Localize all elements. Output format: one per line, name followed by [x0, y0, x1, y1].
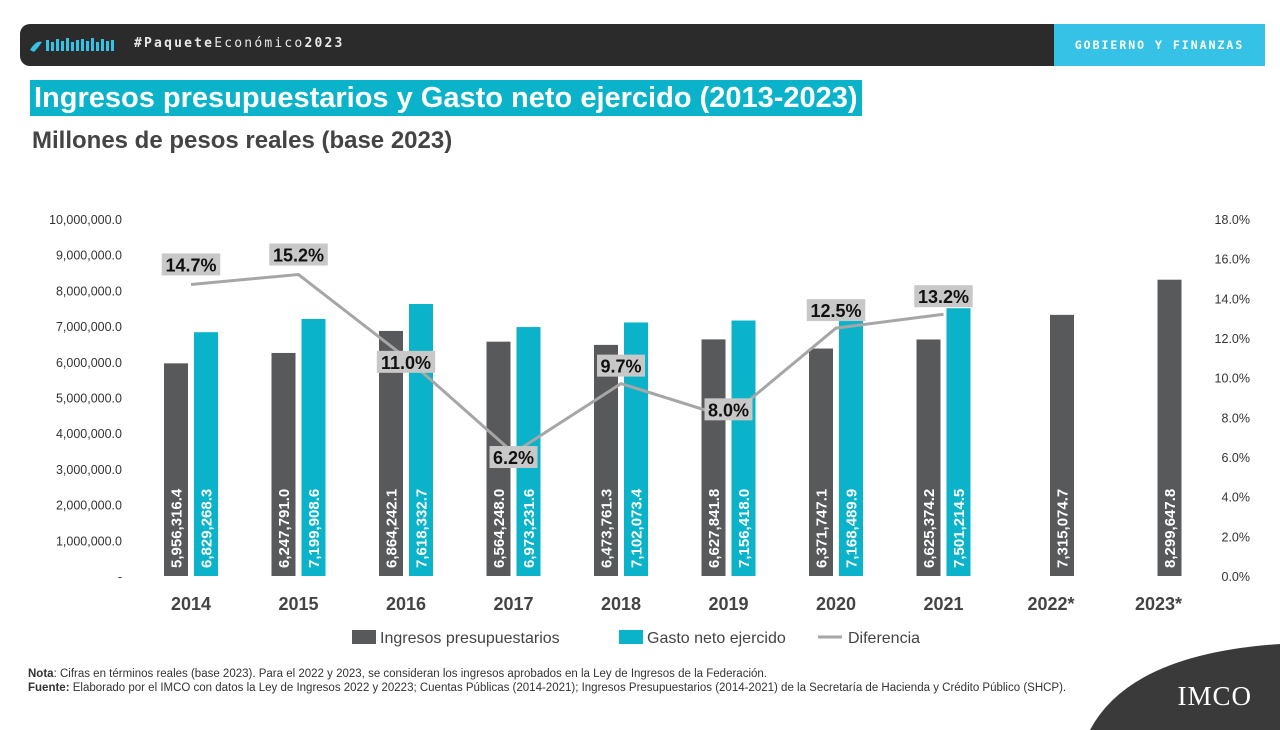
diferencia-label: 11.0% — [381, 353, 431, 373]
diferencia-label-bg — [489, 446, 538, 469]
hashtag: #PaqueteEconómico2023 — [134, 36, 345, 51]
bar-gasto-label: 6,973,231.6 — [521, 489, 538, 568]
section-tag: GOBIERNO Y FINANZAS — [1054, 24, 1265, 66]
diferencia-label: 14.7% — [165, 255, 216, 275]
right-axis-tick-label: 18.0% — [1215, 213, 1250, 227]
source-line: Fuente: Elaborado por el IMCO con datos … — [28, 682, 1067, 694]
bar-gasto-label: 7,168,489.9 — [844, 489, 861, 568]
diferencia-label-bg — [704, 398, 753, 421]
diferencia-label-bg — [806, 299, 866, 322]
left-axis-tick-label: 5,000,000.0 — [56, 392, 122, 406]
diferencia-label-bg — [914, 285, 973, 308]
diferencia-label-bg — [597, 354, 645, 377]
diferencia-label-bg — [376, 350, 436, 373]
diferencia-label: 6.2% — [493, 448, 534, 468]
category-label: 2023* — [1135, 594, 1182, 614]
bar-ingresos — [1050, 314, 1074, 576]
note-line: Nota: Cifras en términos reales (base 20… — [28, 668, 767, 680]
bar-ingresos — [809, 348, 833, 576]
category-label: 2022* — [1027, 594, 1074, 614]
bar-gasto-label: 7,156,418.0 — [736, 489, 753, 568]
legend-label-diferencia: Diferencia — [848, 630, 920, 647]
right-axis-tick-label: 16.0% — [1215, 253, 1250, 267]
bar-ingresos-label: 8,299,647.8 — [1162, 489, 1179, 568]
bar-gasto-label: 7,501,214.5 — [951, 489, 968, 568]
imco-logo: IMCO — [1177, 681, 1252, 711]
right-axis-tick-label: 14.0% — [1215, 292, 1250, 306]
top-bar: #PaqueteEconómico2023 GOBIERNO Y FINANZA… — [20, 24, 1265, 66]
left-axis-tick-label: 2,000,000.0 — [56, 499, 122, 513]
category-label: 2014 — [171, 594, 211, 614]
right-axis-tick-label: 8.0% — [1222, 411, 1251, 425]
bar-ingresos-label: 6,247,791.0 — [276, 489, 293, 568]
left-axis-tick-label: 1,000,000.0 — [56, 534, 122, 548]
bar-ingresos-label: 6,371,747.1 — [814, 489, 831, 568]
left-axis-tick-label: 4,000,000.0 — [56, 427, 122, 441]
diferencia-label: 15.2% — [273, 246, 324, 266]
bar-gasto — [946, 308, 971, 576]
bar-ingresos-label: 6,627,841.8 — [706, 489, 723, 568]
bar-ingresos — [271, 352, 296, 576]
diferencia-label: 13.2% — [918, 287, 969, 307]
right-axis-tick-label: 2.0% — [1222, 530, 1251, 544]
category-label: 2017 — [493, 594, 533, 614]
bar-gasto-label: 6,829,268.3 — [199, 489, 216, 568]
bar-gasto — [839, 320, 863, 576]
bar-ingresos — [594, 344, 618, 576]
category-label: 2021 — [923, 594, 963, 614]
bar-gasto-label: 7,102,073.4 — [629, 488, 646, 568]
right-axis-tick-label: 10.0% — [1215, 372, 1250, 386]
diferencia-label: 9.7% — [600, 357, 641, 377]
category-label: 2015 — [278, 594, 318, 614]
category-label: 2018 — [601, 594, 641, 614]
bar-ingresos — [164, 363, 188, 576]
legend-swatch-gasto — [619, 630, 643, 644]
left-axis-tick-label: 10,000,000.0 — [49, 213, 122, 227]
bar-gasto-label: 7,199,908.6 — [306, 489, 323, 568]
bar-ingresos — [916, 339, 941, 576]
right-axis-tick-label: 6.0% — [1222, 451, 1251, 465]
diferencia-label: 12.5% — [810, 301, 861, 321]
bar-ingresos-label: 5,956,316.4 — [169, 488, 186, 568]
legend-swatch-ingresos — [352, 630, 376, 644]
left-axis-tick-label: 8,000,000.0 — [56, 284, 122, 298]
footnotes: Nota: Cifras en términos reales (base 20… — [28, 667, 1108, 695]
bar-ingresos — [701, 339, 726, 576]
line-diferencia — [190, 272, 944, 455]
bar-gasto — [409, 304, 433, 576]
right-axis-tick-label: 4.0% — [1222, 491, 1251, 505]
bar-gasto — [731, 320, 756, 576]
category-label: 2016 — [386, 594, 426, 614]
bar-ingresos-label: 6,864,242.1 — [384, 489, 401, 568]
diferencia-label: 8.0% — [708, 400, 749, 420]
bar-ingresos-label: 6,564,248.0 — [491, 489, 508, 568]
chart: - 1,000,000.0 2,000,000.0 3,000,000.0 4,000,… — [49, 213, 1251, 647]
bar-gasto-label: 7,618,332.7 — [414, 489, 431, 568]
chart-title: Ingresos presupuestarios y Gasto neto ej… — [30, 80, 862, 116]
left-axis-tick-label: 7,000,000.0 — [56, 320, 122, 334]
corner-decoration — [1090, 644, 1280, 730]
category-label: 2019 — [708, 594, 748, 614]
left-axis-tick-label: - — [118, 570, 122, 584]
category-label: 2020 — [816, 594, 856, 614]
bar-ingresos-label: 6,473,761.3 — [599, 489, 616, 568]
legend-label-gasto: Gasto neto ejercido — [647, 630, 786, 647]
left-axis-tick-label: 3,000,000.0 — [56, 463, 122, 477]
brand-strokes-icon — [30, 38, 114, 52]
diferencia-label-bg — [161, 253, 221, 276]
right-axis-tick-label: 0.0% — [1222, 570, 1251, 584]
legend-label-ingresos: Ingresos presupuestarios — [380, 630, 560, 647]
left-axis-tick-label: 6,000,000.0 — [56, 356, 122, 370]
bar-gasto — [301, 318, 326, 576]
bar-ingresos — [1157, 279, 1182, 576]
chart-subtitle: Millones de pesos reales (base 2023) — [32, 127, 453, 154]
right-axis-tick-label: 12.0% — [1215, 332, 1250, 346]
left-axis-tick-label: 9,000,000.0 — [56, 249, 122, 263]
diferencia-label-bg — [269, 243, 328, 266]
bar-ingresos-label: 7,315,074.7 — [1055, 489, 1072, 568]
bar-ingresos-label: 6,625,374.2 — [921, 489, 938, 568]
bar-gasto — [194, 332, 218, 576]
